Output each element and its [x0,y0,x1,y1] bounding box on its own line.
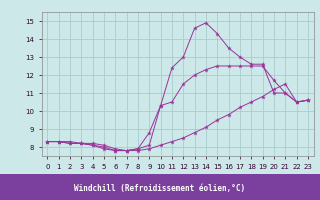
Text: Windchill (Refroidissement éolien,°C): Windchill (Refroidissement éolien,°C) [75,184,245,193]
